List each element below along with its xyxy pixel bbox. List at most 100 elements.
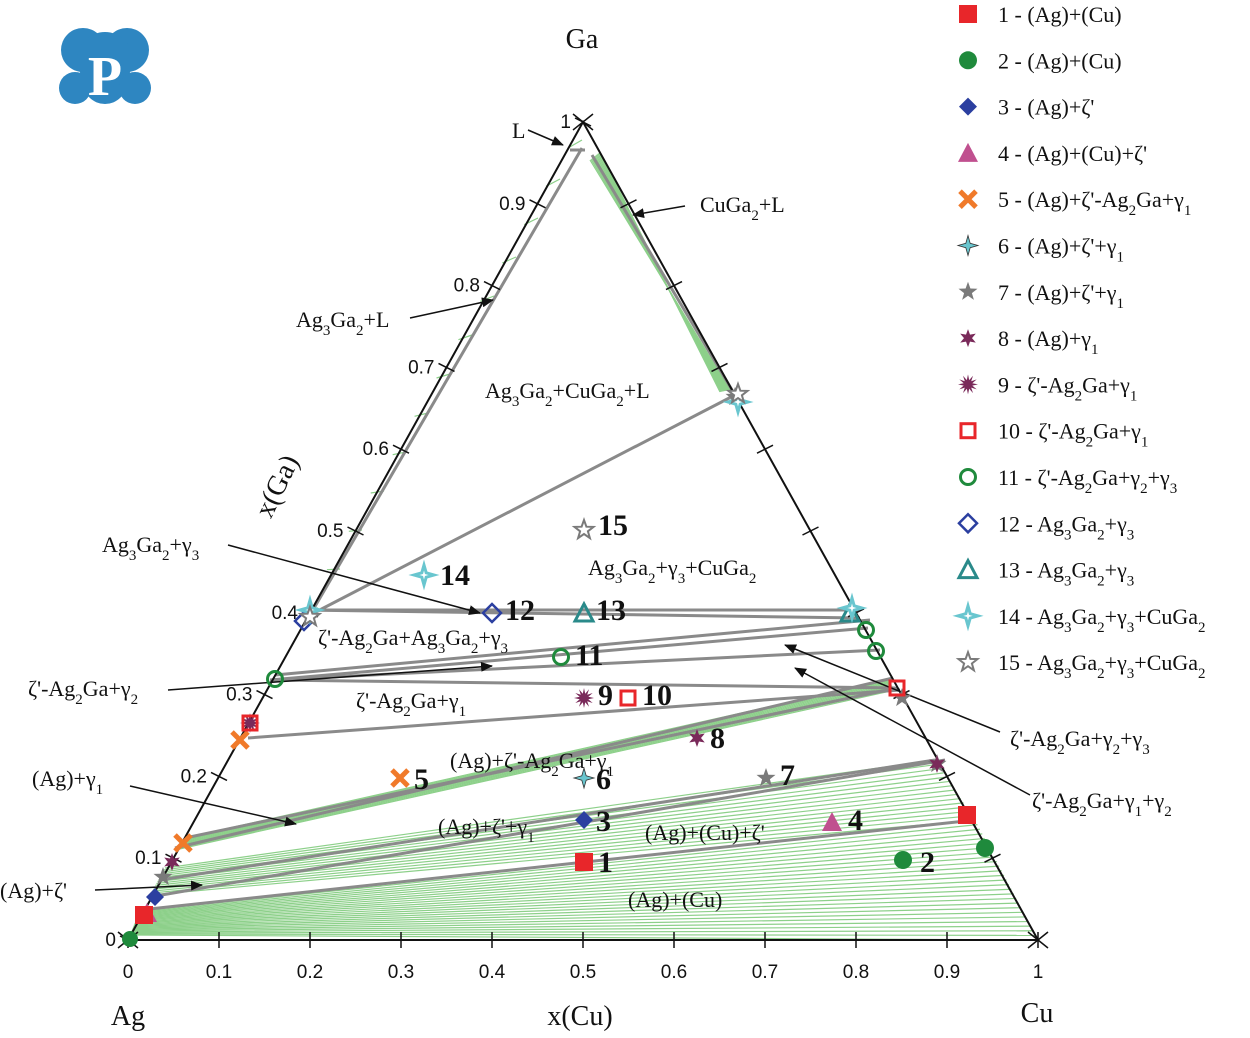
label-arrow <box>129 785 297 827</box>
corner-cross <box>1027 931 1049 949</box>
tie-line <box>136 865 1000 921</box>
left-tick <box>529 199 546 209</box>
sample-9-marker <box>240 713 260 733</box>
region-label-z-g2-g3: ζ'-Ag2Ga+γ2+γ3 <box>1010 726 1150 758</box>
phase-boundary <box>269 678 896 690</box>
tie-line <box>132 911 1024 930</box>
bottom-tick-label: 0.8 <box>843 962 869 983</box>
left-tick-label: 0.4 <box>272 603 299 624</box>
legend-7-marker <box>958 281 978 300</box>
bottom-tick-label: 0 <box>123 962 134 983</box>
legend-3-label: 3 - (Ag)+ζ' <box>998 95 1094 120</box>
tie-line <box>134 879 1007 924</box>
sample-8-marker <box>164 853 180 871</box>
sample-8-marker <box>689 729 705 747</box>
legend-8-marker <box>960 329 976 348</box>
legend-9-label: 9 - ζ'-Ag2Ga+γ1 <box>998 372 1137 404</box>
legend-12-marker <box>957 512 979 535</box>
label-arrow <box>632 205 686 219</box>
legend-6-label: 6 - (Ag)+ζ'+γ1 <box>998 234 1124 266</box>
sample-7-label: 7 <box>780 759 795 792</box>
left-tick-label: 0.8 <box>454 276 480 297</box>
tie-line <box>139 828 980 913</box>
legend-14-marker <box>952 600 984 632</box>
tie-line <box>137 847 990 917</box>
sample-4-label: 4 <box>848 804 863 837</box>
tie-line <box>136 856 995 919</box>
sample-2-label: 2 <box>920 846 935 879</box>
legend-11-marker <box>959 468 977 486</box>
tie-line <box>158 785 953 881</box>
tie-line <box>131 920 1029 932</box>
region-labels: L CuGa2+L Ag3Ga2+L Ag3Ga2+CuGa2+L Ag3Ga2+γ3 A… <box>0 118 1172 912</box>
tie-line <box>135 870 1002 922</box>
region-label-ag3ga2-g3-cuga2: Ag3Ga2+γ3+CuGa2 <box>588 555 756 587</box>
phase-boundary <box>309 393 736 617</box>
phase-boundary <box>159 758 936 882</box>
phase-boundary <box>274 618 871 677</box>
legend-15-marker <box>955 649 981 673</box>
sample-3-label: 3 <box>596 805 611 838</box>
sample-7-marker <box>153 867 173 886</box>
sample-1-marker <box>135 906 153 924</box>
legend-4-label: 4 - (Ag)+(Cu)+ζ' <box>998 141 1147 166</box>
region-label-L: L <box>512 118 525 143</box>
label-arrow <box>167 661 493 691</box>
left-tick <box>210 771 228 782</box>
tie-line <box>164 759 936 869</box>
bottom-tick-label: 0.6 <box>661 962 687 983</box>
logo-letter: P <box>88 46 122 108</box>
phase-boundary <box>149 758 946 899</box>
sample-3-marker <box>146 888 164 906</box>
sample-10-marker <box>241 714 259 732</box>
sample-14-marker <box>836 592 868 624</box>
tie-line <box>156 793 958 885</box>
sample-9-label: 9 <box>598 679 613 712</box>
sample-15-marker <box>571 517 597 541</box>
legend-11-label: 11 - ζ'-Ag2Ga+γ2+γ3 <box>998 465 1177 497</box>
legend-3-marker <box>959 97 977 116</box>
sample-13-marker <box>572 600 596 623</box>
tie-line <box>155 797 961 886</box>
sample-3-marker <box>575 811 593 829</box>
corner-cu: Cu <box>1021 998 1054 1029</box>
tie-line <box>134 884 1009 925</box>
left-tick-label: 0.2 <box>181 766 207 787</box>
sample-7-marker <box>756 768 776 787</box>
left-tick-label: 0.3 <box>226 685 252 706</box>
bottom-tick-label: 0.4 <box>479 962 506 983</box>
sample-2-marker <box>976 839 994 857</box>
region-label-z-g2: ζ'-Ag2Ga+γ2 <box>28 676 138 708</box>
tie-line <box>132 907 1022 929</box>
sample-11-marker <box>867 642 885 660</box>
bottom-tick-label: 0.1 <box>206 962 232 983</box>
sample-11-marker <box>857 621 875 639</box>
tie-line <box>135 874 1005 923</box>
label-arrow <box>784 644 1001 733</box>
region-label-cuga2-l: CuGa2+L <box>700 192 785 224</box>
bottom-tick-label: 0.5 <box>570 962 596 983</box>
phase-boundary <box>184 686 898 840</box>
sample-2-marker <box>894 851 912 869</box>
right-tick <box>620 199 637 209</box>
left-tick <box>483 280 501 291</box>
corner-cross <box>572 113 594 131</box>
legend-4-marker <box>958 142 978 162</box>
sample-7-marker <box>892 688 912 707</box>
sample-1-marker <box>958 806 976 824</box>
right-tick <box>756 444 774 454</box>
label-arrow <box>227 544 481 615</box>
region-label-z-g1-g2: ζ'-Ag2Ga+γ1+γ2 <box>1032 788 1172 820</box>
sample-15-label: 15 <box>598 509 628 542</box>
legend-5-marker <box>958 189 978 209</box>
sample-9-marker <box>574 688 594 708</box>
tie-line <box>458 334 473 341</box>
tie-line <box>436 373 451 379</box>
region-label-ag3ga2-g3: Ag3Ga2+γ3 <box>102 532 199 564</box>
legend-12-label: 12 - Ag3Ga2+γ3 <box>998 511 1134 543</box>
legend-2-label: 2 - (Ag)+(Cu) <box>998 48 1122 73</box>
region-label-ag-cu: (Ag)+(Cu) <box>628 887 722 912</box>
legend-1-marker <box>959 5 977 23</box>
sample-13-label: 13 <box>596 594 626 627</box>
